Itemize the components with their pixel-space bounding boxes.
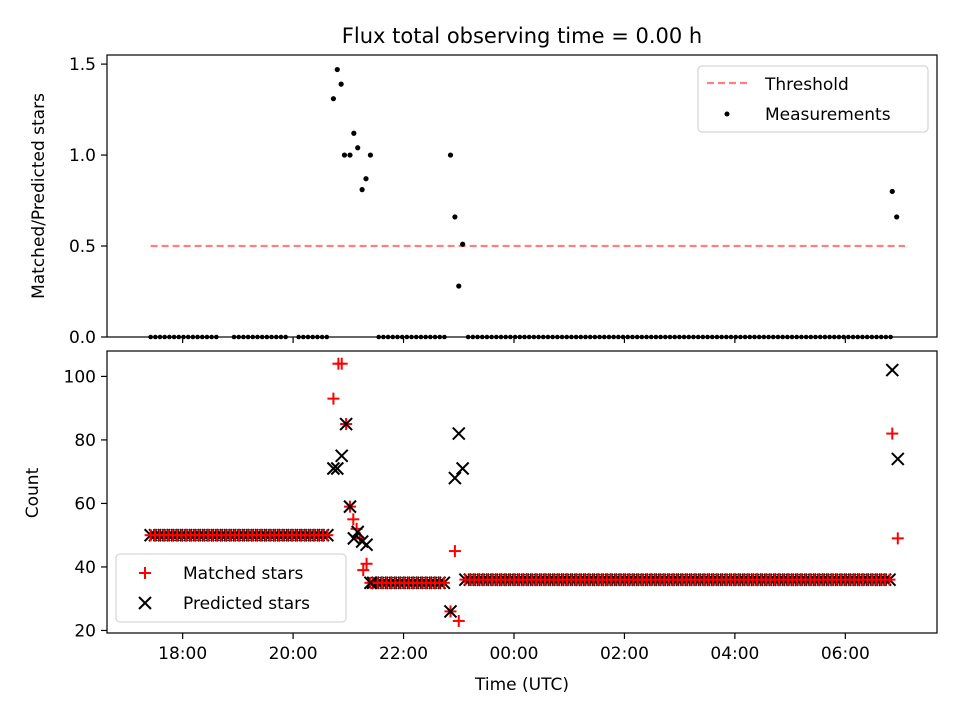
measurement-point <box>363 176 369 182</box>
x-tick-label: 06:00 <box>821 644 870 664</box>
predicted-star-point <box>330 461 344 476</box>
x-tick-label: 22:00 <box>379 644 428 664</box>
x-tick-label: 20:00 <box>269 644 318 664</box>
predicted-star-point <box>343 499 357 514</box>
matched-star-point <box>327 392 340 405</box>
bottom-plot-frame <box>106 350 938 634</box>
bottom-y-tick-label: 60 <box>74 494 96 514</box>
predicted-star-point <box>455 461 470 476</box>
top-y-tick-label: 1.5 <box>69 55 96 75</box>
x-tick-label: 02:00 <box>600 644 649 664</box>
matched-star-point <box>883 573 896 586</box>
measurement-point <box>347 152 353 158</box>
measurement-point <box>452 214 458 220</box>
bottom-legend: Matched stars Predicted stars <box>115 553 347 623</box>
predicted-star-point <box>347 531 361 546</box>
measurement-point <box>341 152 348 158</box>
top-axis: 0.0 0.5 1.0 1.5 <box>69 55 846 348</box>
matched-star-point <box>891 532 904 545</box>
legend-matched-label: Matched stars <box>183 564 303 584</box>
measurement-point <box>334 66 340 73</box>
matched-star-point <box>437 576 450 589</box>
predicted-star-point <box>363 576 378 590</box>
bottom-y-tick-label: 20 <box>74 621 96 641</box>
measurement-point <box>894 214 900 220</box>
bottom-axis: 20 40 60 80 100 18:00 20:00 22:00 00:00 02:00 04:0… <box>64 367 870 664</box>
x-axis-label: Time (UTC) <box>474 675 569 695</box>
predicted-star-point <box>326 461 341 476</box>
top-y-tick-label: 1.0 <box>69 146 96 166</box>
legend-predicted-swatch <box>138 596 152 610</box>
predicted-star-point <box>359 538 374 552</box>
measurement-point <box>447 152 454 158</box>
measurement-point <box>889 188 895 195</box>
predicted-star-point <box>452 426 466 441</box>
predicted-star-point <box>351 525 365 539</box>
matched-star-point <box>321 529 334 542</box>
measurement-point <box>355 145 361 151</box>
top-legend-box <box>697 65 929 133</box>
predicted-star-point <box>891 452 905 466</box>
bottom-panel: 20 40 60 80 100 18:00 20:00 22:00 00:00 02:00 04:0… <box>23 350 938 695</box>
top-legend: Threshold Measurements <box>697 65 929 133</box>
measurement-point <box>338 81 344 87</box>
bottom-legend-box <box>115 553 347 623</box>
chart-title: Flux total observing time = 0.00 h <box>342 24 702 48</box>
matched-star-point <box>347 513 360 526</box>
predicted-star-point <box>443 604 458 619</box>
predicted-star-point <box>885 363 899 377</box>
matched-star-point <box>448 545 461 558</box>
bottom-y-tick-label: 100 <box>64 367 96 387</box>
legend-measurements-swatch <box>724 111 730 117</box>
measurement-point <box>359 187 365 193</box>
measurement-point <box>367 152 374 158</box>
bottom-y-tick-label: 40 <box>74 558 96 578</box>
legend-matched-swatch <box>139 567 151 579</box>
matched-star-point <box>886 427 899 440</box>
legend-measurements-label: Measurements <box>765 105 891 125</box>
top-y-tick-label: 0.5 <box>69 237 96 257</box>
legend-predicted-label: Predicted stars <box>183 594 310 614</box>
measurement-point <box>330 96 337 102</box>
top-y-axis-label: Matched/Predicted stars <box>29 93 49 299</box>
bottom-y-tick-label: 80 <box>74 431 96 451</box>
matched-star-point <box>357 564 370 577</box>
bottom-marks <box>143 357 905 627</box>
matched-star-point <box>360 557 373 570</box>
top-y-tick-label: 0.0 <box>69 328 96 348</box>
top-panel: 0.0 0.5 1.0 1.5 Matched/Predicted stars Thr… <box>29 54 938 348</box>
x-tick-label: 04:00 <box>710 644 759 664</box>
predicted-star-point <box>448 471 462 485</box>
x-tick-label: 00:00 <box>489 644 538 664</box>
measurement-point <box>351 130 357 136</box>
predicted-star-point <box>339 417 353 431</box>
bottom-y-axis-label: Count <box>23 467 43 518</box>
measurement-point <box>460 241 466 247</box>
legend-threshold-label: Threshold <box>764 75 849 95</box>
predicted-star-point <box>334 449 349 463</box>
top-plot-frame <box>106 54 938 338</box>
top-marks <box>148 66 905 340</box>
matched-star-point <box>335 357 348 370</box>
matched-star-point <box>452 614 465 627</box>
measurement-point <box>456 283 462 289</box>
x-tick-label: 18:00 <box>158 644 207 664</box>
